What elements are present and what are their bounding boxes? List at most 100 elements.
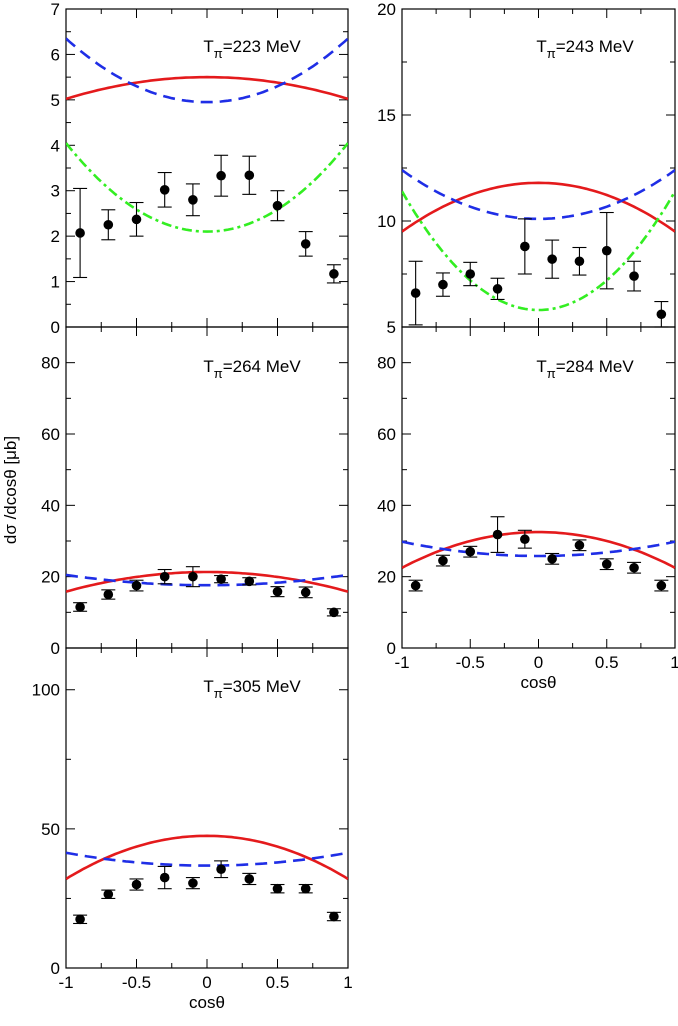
panel-title: Tπ=264 MeV <box>203 357 301 381</box>
data-point <box>574 540 585 551</box>
x-tick-label: -1 <box>58 973 73 992</box>
y-tick-label: 0 <box>387 639 396 658</box>
data-point <box>520 534 530 545</box>
data-point <box>465 269 476 279</box>
y-tick-label: 15 <box>377 106 396 125</box>
data-point <box>159 185 170 195</box>
data-point <box>438 555 448 566</box>
curves <box>66 834 348 881</box>
data-point <box>188 878 198 888</box>
data-point <box>272 883 283 894</box>
panel-title: Tπ=284 MeV <box>536 357 634 381</box>
data-point <box>159 872 170 883</box>
data-point <box>131 879 142 890</box>
y-tick-label: 80 <box>41 354 60 373</box>
data-point <box>656 309 667 320</box>
curve-dashed <box>402 540 675 558</box>
curve-dashed <box>66 851 348 867</box>
curves <box>402 169 675 312</box>
data-point <box>465 546 476 557</box>
panel-1: 0 1 2 3 4 5 6 7 Tπ=223 MeV <box>51 0 349 337</box>
y-tick-label: 0 <box>51 639 60 658</box>
x-tick-label: 0 <box>534 653 543 672</box>
data-point <box>574 256 585 267</box>
curve-dashed <box>66 573 348 587</box>
curve-dash-dot <box>402 190 675 312</box>
panel-5: 0 50 100 -1 -0.5 0 0.5 1 cosθ Tπ=305 MeV <box>32 647 353 1012</box>
y-tick-label: 100 <box>32 681 60 700</box>
panel-4: 0 20 40 60 80 -1 -0.5 0 0.5 1 cosθ Tπ=284 MeV <box>377 326 678 692</box>
y-tick-label: 50 <box>41 820 60 839</box>
data-point <box>329 607 339 618</box>
panel-2: 5 10 15 20 Tπ=243 MeV <box>377 0 676 337</box>
data-point <box>300 239 311 249</box>
y-tick-label: 80 <box>377 354 396 373</box>
y-tick-label: 4 <box>51 136 60 155</box>
y-axis-label: dσ /dcosθ [μb] <box>1 436 20 544</box>
x-tick-label: 0.5 <box>266 973 290 992</box>
data-point <box>216 574 226 584</box>
panel-title: Tπ=305 MeV <box>203 677 301 701</box>
plot-frame <box>65 647 349 969</box>
data-point <box>492 529 503 540</box>
data-point <box>601 245 612 256</box>
y-tick-label: 20 <box>41 568 60 587</box>
y-tick-label: 40 <box>377 496 396 515</box>
y-tick-label: 40 <box>41 496 60 515</box>
y-tick-label: 20 <box>377 568 396 587</box>
data-point <box>438 279 448 290</box>
data-point <box>131 214 142 225</box>
data-point <box>75 914 85 925</box>
x-axis-label: cosθ <box>189 993 225 1012</box>
curve-dashed <box>66 37 348 104</box>
curves <box>66 37 348 233</box>
y-tick-label: 0 <box>51 318 60 337</box>
data-point <box>601 559 612 569</box>
data-point <box>188 195 198 205</box>
x-tick-label: 1 <box>670 653 678 672</box>
data-point <box>103 219 114 230</box>
y-tick-label: 0 <box>51 959 60 978</box>
data-point <box>244 170 255 181</box>
data-point <box>410 288 421 298</box>
y-tick-label: 1 <box>51 273 60 292</box>
data-point <box>103 889 114 900</box>
data-point <box>410 580 421 591</box>
curves <box>66 570 348 593</box>
data-point <box>629 271 639 281</box>
data-point <box>131 580 142 591</box>
curve-solid <box>66 75 348 101</box>
x-tick-label: -0.5 <box>122 973 151 992</box>
data-point <box>159 571 170 582</box>
y-tick-label: 60 <box>41 425 60 444</box>
data-point <box>547 554 557 564</box>
data-point <box>629 562 639 573</box>
y-tick-label: 5 <box>51 91 60 110</box>
panel-title: Tπ=243 MeV <box>536 37 634 61</box>
y-tick-label: 20 <box>377 0 396 19</box>
curves <box>402 530 675 569</box>
curve-dash-dot <box>66 142 348 233</box>
x-tick-label: 0.5 <box>595 653 619 672</box>
curve-solid <box>402 181 675 233</box>
data-point <box>216 170 226 181</box>
x-tick-label: -1 <box>394 653 409 672</box>
data-point <box>272 586 283 597</box>
y-tick-label: 3 <box>51 182 60 201</box>
curve-solid <box>402 530 675 569</box>
x-tick-label: 0 <box>202 973 211 992</box>
data-point <box>244 576 255 587</box>
data-point <box>75 228 85 238</box>
curve-solid <box>66 834 348 881</box>
x-tick-label: 1 <box>343 973 352 992</box>
data-point <box>329 911 339 922</box>
data-point <box>300 883 311 894</box>
data-point <box>656 580 667 591</box>
plot-frame <box>65 8 349 328</box>
data-point <box>103 589 114 600</box>
data-point <box>216 864 226 875</box>
data-point <box>188 571 198 582</box>
data-point <box>300 587 311 598</box>
y-tick-label: 5 <box>387 318 396 337</box>
